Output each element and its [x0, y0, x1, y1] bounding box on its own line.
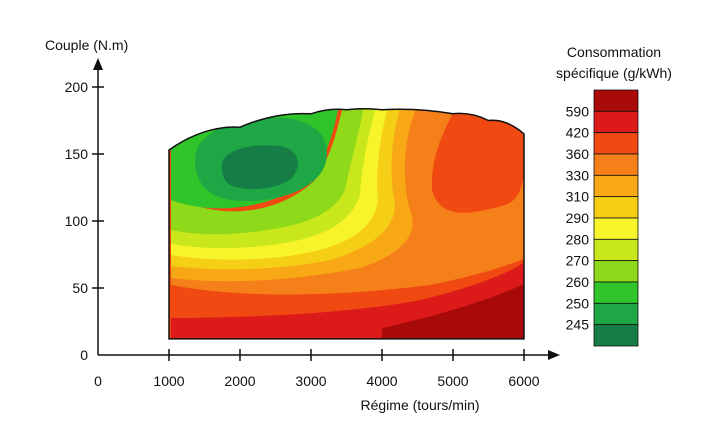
colorbar-label: 310 [566, 189, 590, 205]
colorbar-label: 360 [566, 146, 590, 162]
colorbar-label: 245 [566, 317, 590, 333]
map-band-245-inner [221, 145, 298, 190]
y-axis-arrow [93, 58, 103, 70]
y-tick-label: 100 [65, 213, 89, 229]
colorbar-label: 270 [566, 253, 590, 269]
x-tick-label: 3000 [295, 373, 326, 389]
x-tick-label: 2000 [224, 373, 255, 389]
colorbar-cell [593, 110, 639, 134]
colorbar-cell [593, 238, 639, 262]
y-tick-label: 200 [65, 79, 89, 95]
map-band-260 [171, 108, 365, 235]
colorbar-label: 250 [566, 295, 590, 311]
x-axis-label: Régime (tours/min) [360, 397, 479, 413]
colorbar-cell [593, 132, 639, 155]
colorbar-title-line2: spécifique (g/kWh) [556, 65, 672, 81]
colorbar-cells [593, 89, 639, 347]
colorbar-cell [593, 153, 639, 176]
x-tick-label: 1000 [153, 373, 184, 389]
colorbar-cell [593, 89, 639, 112]
y-axis-label: Couple (N.m) [45, 37, 128, 53]
colorbar-cell [593, 260, 639, 283]
map-band-dark-red [382, 283, 524, 339]
colorbar-cell [593, 217, 639, 240]
map-band-red [171, 262, 524, 339]
colorbar-cell [593, 196, 639, 219]
colorbar-label: 420 [566, 125, 590, 141]
y-tick-label: 50 [72, 280, 88, 296]
colorbar-cell [593, 174, 639, 198]
consumption-contour-map [169, 108, 524, 339]
colorbar-cell [593, 281, 639, 304]
x-ticks: 0 1000 2000 3000 4000 5000 6000 [94, 349, 540, 389]
colorbar-label: 260 [566, 274, 590, 290]
x-tick-label: 4000 [366, 373, 397, 389]
colorbar-label: 330 [566, 167, 590, 183]
colorbar-title-line1: Consommation [567, 44, 661, 60]
x-tick-label: 0 [94, 373, 102, 389]
colorbar-legend: Consommation spécifique (g/kWh) 590 420 36… [556, 44, 672, 347]
map-envelope-outline [168, 108, 525, 340]
colorbar-cell [593, 324, 639, 347]
map-band-330 [171, 108, 524, 292]
x-tick-label: 5000 [437, 373, 468, 389]
colorbar-cell [593, 302, 639, 326]
y-ticks: 0 50 100 150 200 [65, 79, 104, 363]
colorbar-label: 290 [566, 210, 590, 226]
x-tick-label: 6000 [508, 373, 539, 389]
x-axis-arrow [548, 350, 560, 360]
axes: 0 1000 2000 3000 4000 5000 6000 0 50 100 150 200 C… [45, 37, 560, 413]
y-tick-label: 150 [65, 146, 89, 162]
colorbar-label: 590 [566, 103, 590, 119]
colorbar-label: 280 [566, 231, 590, 247]
colorbar-labels: 590 420 360 330 310 290 280 270 260 250 245 [566, 103, 590, 332]
y-tick-label: 0 [80, 347, 88, 363]
